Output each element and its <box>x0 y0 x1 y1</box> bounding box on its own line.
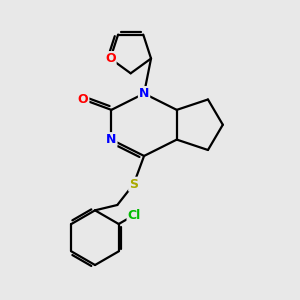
Text: O: O <box>105 52 116 65</box>
Text: N: N <box>139 87 149 100</box>
Text: S: S <box>129 178 138 191</box>
Text: Cl: Cl <box>128 208 141 222</box>
Text: O: O <box>78 93 88 106</box>
Text: N: N <box>106 133 116 146</box>
